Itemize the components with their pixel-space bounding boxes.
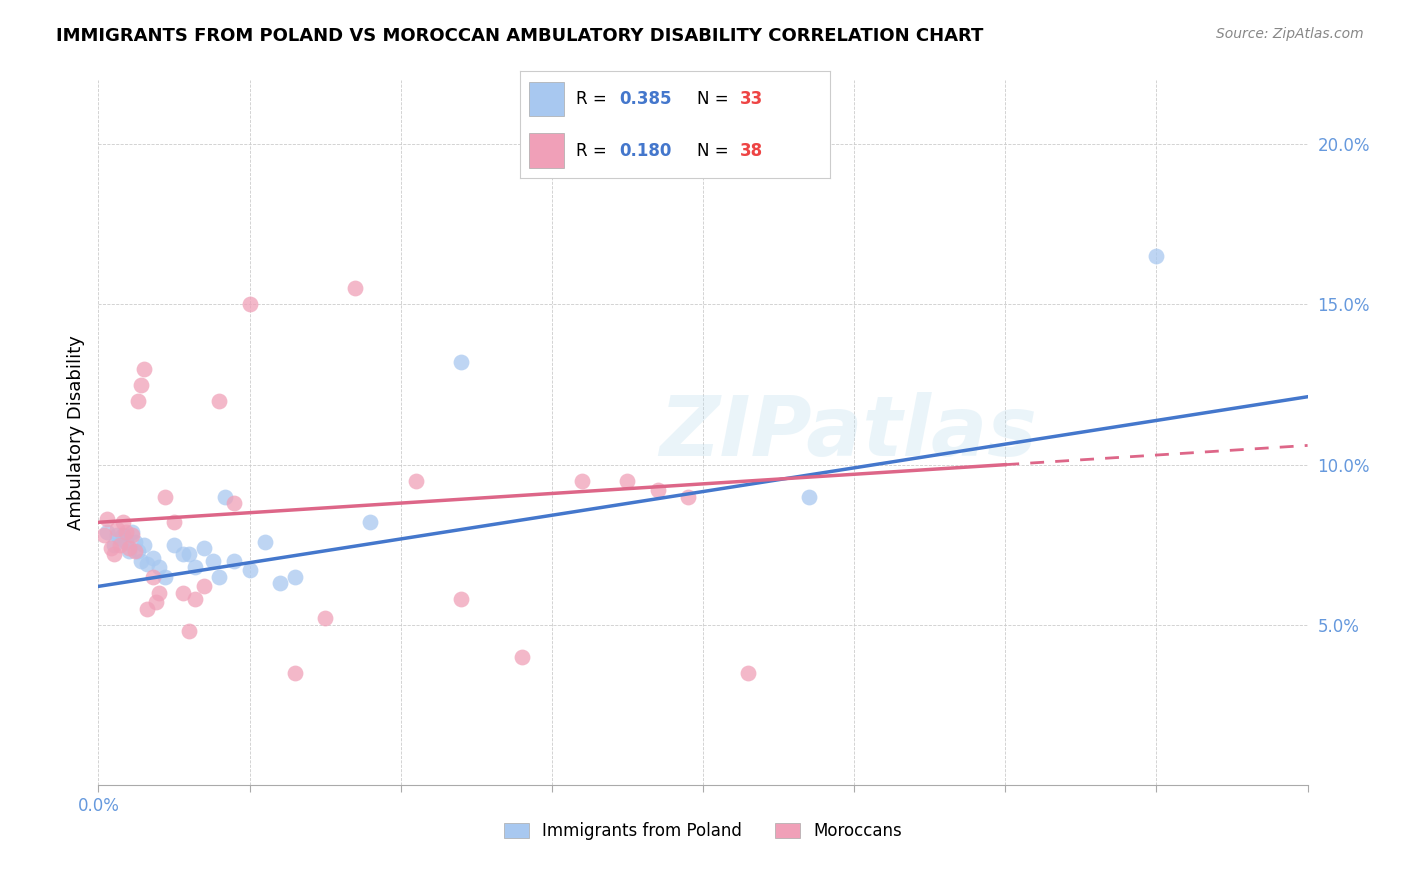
Point: [202, 554, 225, 568]
Point: [93, 528, 115, 542]
Point: [129, 554, 152, 568]
Text: 0.385: 0.385: [619, 90, 672, 108]
Point: [1144, 249, 1167, 264]
Text: IMMIGRANTS FROM POLAND VS MOROCCAN AMBULATORY DISABILITY CORRELATION CHART: IMMIGRANTS FROM POLAND VS MOROCCAN AMBUL…: [56, 27, 984, 45]
Point: [142, 550, 165, 565]
Point: [284, 570, 307, 584]
Point: [184, 560, 207, 574]
Point: [193, 579, 215, 593]
Point: [224, 496, 246, 510]
Point: [108, 538, 131, 552]
Text: 33: 33: [740, 90, 763, 108]
Point: [163, 516, 186, 530]
Point: [571, 474, 593, 488]
Point: [179, 624, 201, 639]
Text: Source: ZipAtlas.com: Source: ZipAtlas.com: [1216, 27, 1364, 41]
Text: N =: N =: [696, 90, 734, 108]
Point: [105, 522, 128, 536]
Point: [111, 528, 134, 542]
Point: [124, 534, 146, 549]
Point: [269, 576, 291, 591]
Point: [208, 393, 231, 408]
Point: [510, 649, 533, 664]
Point: [121, 528, 143, 542]
Point: [135, 557, 157, 571]
FancyBboxPatch shape: [530, 82, 564, 116]
Point: [132, 538, 155, 552]
Point: [118, 541, 141, 555]
Point: [647, 483, 669, 498]
Point: [111, 516, 134, 530]
Text: 0.180: 0.180: [619, 142, 672, 160]
Point: [208, 570, 231, 584]
Point: [148, 586, 170, 600]
Point: [184, 592, 207, 607]
Text: ZIPatlas: ZIPatlas: [659, 392, 1038, 473]
Point: [127, 393, 149, 408]
Point: [100, 541, 122, 555]
Point: [193, 541, 215, 555]
Y-axis label: Ambulatory Disability: Ambulatory Disability: [66, 335, 84, 530]
Point: [96, 524, 118, 539]
Point: [135, 601, 157, 615]
Point: [129, 377, 152, 392]
Point: [737, 665, 759, 680]
Point: [172, 586, 194, 600]
Point: [142, 570, 165, 584]
Point: [127, 544, 149, 558]
Point: [450, 355, 472, 369]
Point: [114, 524, 136, 539]
Point: [172, 547, 194, 561]
Point: [344, 281, 367, 295]
Point: [253, 534, 276, 549]
Point: [118, 544, 141, 558]
Point: [214, 490, 236, 504]
Legend: Immigrants from Poland, Moroccans: Immigrants from Poland, Moroccans: [496, 816, 910, 847]
Point: [239, 297, 262, 311]
Text: R =: R =: [576, 142, 612, 160]
Point: [224, 554, 246, 568]
Point: [121, 524, 143, 539]
Text: N =: N =: [696, 142, 734, 160]
Point: [103, 547, 125, 561]
Text: R =: R =: [576, 90, 612, 108]
Point: [132, 361, 155, 376]
Point: [797, 490, 820, 504]
Point: [676, 490, 699, 504]
Point: [153, 570, 176, 584]
FancyBboxPatch shape: [530, 134, 564, 168]
Point: [153, 490, 176, 504]
Point: [114, 534, 136, 549]
Point: [124, 544, 146, 558]
Point: [616, 474, 638, 488]
Point: [284, 665, 307, 680]
Point: [450, 592, 472, 607]
Point: [405, 474, 427, 488]
Point: [96, 512, 118, 526]
Point: [179, 547, 201, 561]
Point: [360, 516, 382, 530]
Point: [148, 560, 170, 574]
Point: [105, 528, 128, 542]
Point: [108, 532, 131, 546]
Text: 38: 38: [740, 142, 763, 160]
Point: [103, 538, 125, 552]
Point: [163, 538, 186, 552]
Point: [145, 595, 167, 609]
Point: [239, 563, 262, 577]
Point: [314, 611, 336, 625]
